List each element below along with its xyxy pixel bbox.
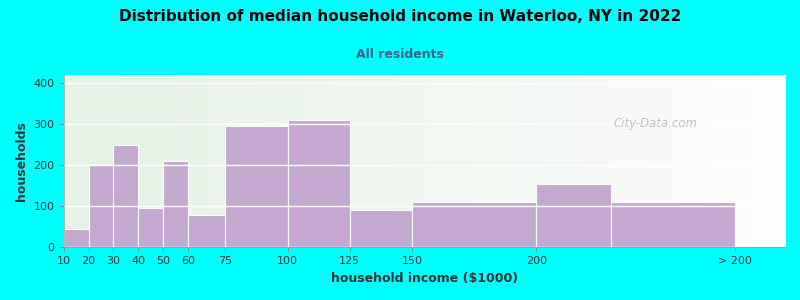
Bar (287, 120, 350, 248)
Bar (536, 184, 611, 248)
Y-axis label: households: households (15, 121, 28, 201)
Bar (89, 165, 114, 248)
Bar (163, 161, 188, 248)
Text: All residents: All residents (356, 48, 444, 61)
Bar (138, 208, 163, 247)
Bar (114, 145, 138, 248)
Bar (226, 126, 287, 248)
Bar (611, 202, 735, 248)
Bar (350, 211, 412, 248)
Bar (64, 229, 89, 248)
X-axis label: household income ($1000): household income ($1000) (330, 272, 518, 285)
Text: Distribution of median household income in Waterloo, NY in 2022: Distribution of median household income … (119, 9, 681, 24)
Bar (412, 202, 536, 248)
Text: City-Data.com: City-Data.com (613, 117, 698, 130)
Bar (188, 214, 226, 248)
